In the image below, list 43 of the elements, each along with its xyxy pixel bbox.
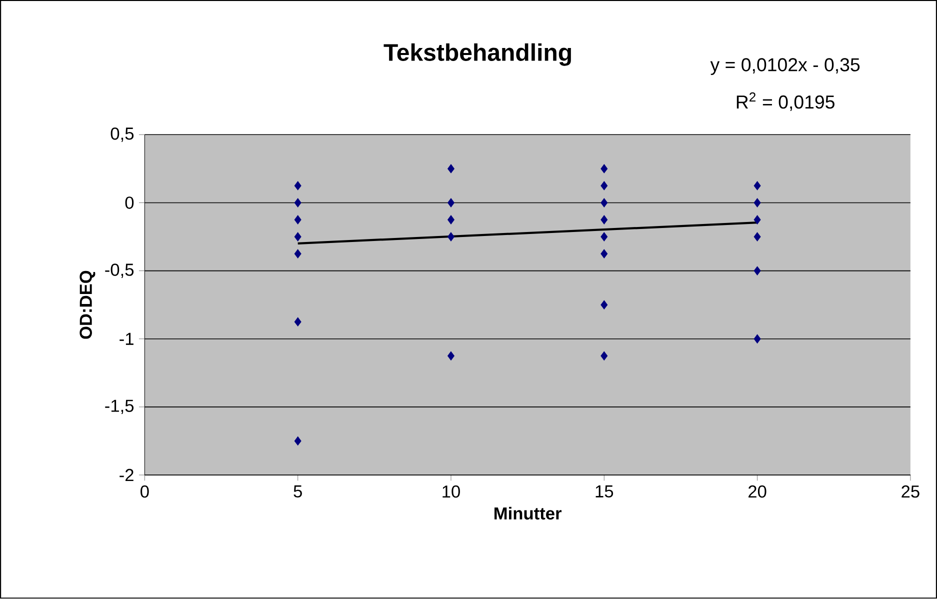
point — [294, 198, 302, 208]
point — [448, 232, 454, 242]
point — [294, 232, 302, 242]
x-tick-label: 10 — [442, 486, 460, 498]
y-tick-label: -2 — [120, 469, 134, 482]
y-tick-label: 0 — [125, 196, 134, 210]
point — [754, 334, 761, 344]
text: R$^{2}$ = 0,0195 — [736, 92, 834, 112]
chart-title: Tekstbehandling — [384, 43, 571, 66]
y-tick-label: -1,5 — [105, 400, 134, 414]
point — [754, 198, 761, 208]
text: y = 0,0102x - 0,35 — [710, 58, 860, 76]
point — [448, 164, 454, 174]
point — [754, 232, 761, 242]
point — [294, 181, 302, 190]
y-tick-label: -0,5 — [105, 264, 134, 278]
point — [600, 181, 608, 190]
x-tick-label: 0 — [140, 486, 149, 498]
point — [754, 266, 761, 276]
x-tick-label: 25 — [902, 486, 920, 498]
point — [294, 249, 302, 258]
point — [600, 352, 608, 361]
x-tick-label: 15 — [596, 486, 614, 498]
point — [294, 436, 302, 446]
y-tick-label: -1 — [120, 333, 134, 345]
point — [600, 164, 608, 174]
x-tick-label: 20 — [748, 486, 766, 498]
point — [600, 232, 608, 242]
point — [294, 317, 302, 327]
point — [448, 198, 454, 208]
y-tick-label: 0,5 — [110, 128, 134, 142]
point — [600, 300, 608, 310]
x-axis-title: Minutter — [494, 507, 562, 520]
y-axis-title: OD:DEQ — [80, 271, 96, 339]
point — [294, 215, 302, 224]
point — [754, 181, 761, 190]
point — [600, 249, 608, 258]
point — [754, 215, 761, 224]
point — [600, 215, 608, 224]
point — [448, 352, 454, 361]
point — [448, 215, 454, 224]
x-tick-label: 5 — [294, 486, 302, 498]
point — [600, 198, 608, 208]
